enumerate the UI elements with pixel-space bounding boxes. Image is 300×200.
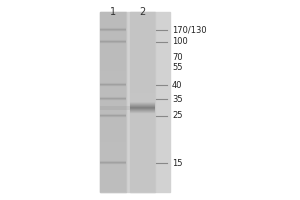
Text: 70: 70 <box>172 52 183 62</box>
Bar <box>130 12 155 192</box>
Text: 170/130: 170/130 <box>172 25 207 34</box>
Text: 1: 1 <box>110 7 116 17</box>
Text: 40: 40 <box>172 80 182 90</box>
Text: 55: 55 <box>172 64 182 72</box>
Text: 100: 100 <box>172 38 188 46</box>
Bar <box>100 12 170 192</box>
Bar <box>100 12 126 192</box>
Text: 35: 35 <box>172 95 183 104</box>
Text: 2: 2 <box>139 7 145 17</box>
Text: 15: 15 <box>172 158 182 168</box>
Text: 25: 25 <box>172 112 182 120</box>
